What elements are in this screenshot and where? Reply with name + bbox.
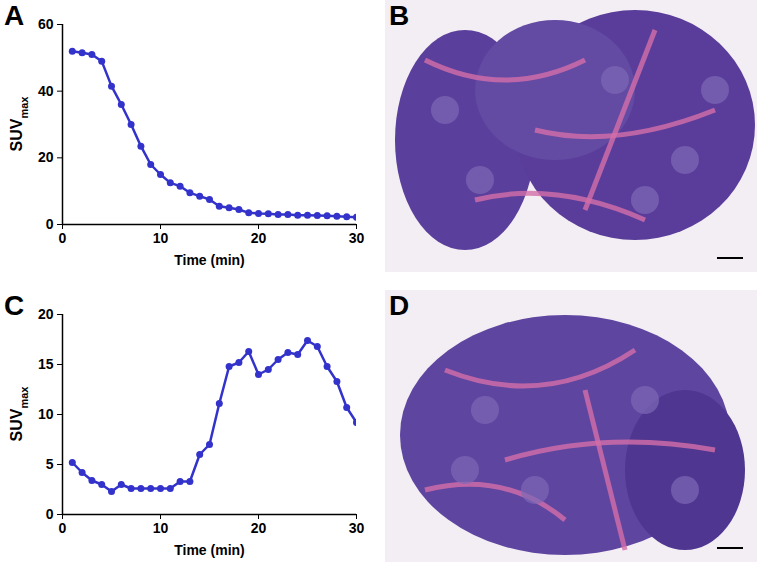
svg-text:30: 30 (349, 520, 365, 536)
svg-text:Time (min): Time (min) (174, 252, 245, 268)
svg-text:20: 20 (38, 149, 54, 165)
svg-text:60: 60 (38, 16, 54, 32)
svg-text:SUVmax: SUVmax (8, 386, 30, 442)
svg-text:Time (min): Time (min) (174, 542, 245, 558)
svg-text:15: 15 (38, 356, 54, 372)
html-text:D: D (389, 290, 410, 321)
svg-text:0: 0 (59, 230, 67, 246)
html-text:B: B (389, 0, 410, 31)
svg-text:0: 0 (46, 216, 54, 232)
svg-text:0: 0 (59, 520, 67, 536)
svg-text:5: 5 (46, 456, 54, 472)
svg-text:SUVmax: SUVmax (8, 96, 30, 152)
svg-text:10: 10 (153, 230, 169, 246)
svg-text:30: 30 (349, 230, 365, 246)
svg-text:0: 0 (46, 506, 54, 522)
svg-text:40: 40 (38, 83, 54, 99)
html-text:C: C (4, 290, 25, 321)
html-text:A: A (4, 0, 25, 31)
svg-text:10: 10 (38, 406, 54, 422)
svg-text:20: 20 (38, 306, 54, 322)
svg-text:10: 10 (153, 520, 169, 536)
svg-text:20: 20 (251, 520, 267, 536)
svg-text:20: 20 (251, 230, 267, 246)
